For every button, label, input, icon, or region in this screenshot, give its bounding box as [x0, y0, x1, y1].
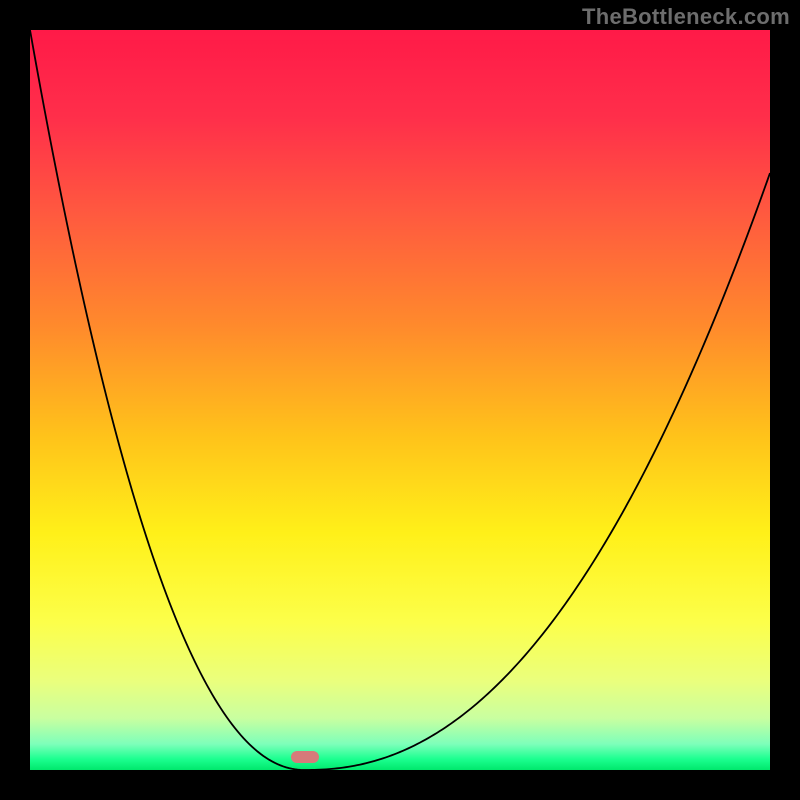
minimum-marker: [291, 751, 319, 763]
plot-background: [30, 30, 770, 770]
bottleneck-chart-svg: [0, 0, 800, 800]
watermark-text: TheBottleneck.com: [582, 4, 790, 30]
chart-container: TheBottleneck.com: [0, 0, 800, 800]
